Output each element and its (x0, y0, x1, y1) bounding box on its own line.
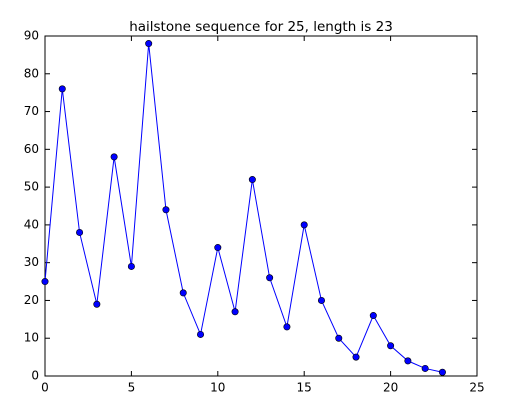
y-tick-label: 30 (24, 255, 39, 269)
data-point (369, 312, 377, 320)
data-point (127, 262, 135, 270)
data-point (145, 40, 153, 48)
plot-area (44, 35, 478, 377)
data-point (438, 368, 446, 376)
data-point (283, 323, 291, 331)
data-point (335, 334, 343, 342)
y-tick-label: 70 (24, 104, 39, 118)
data-point (352, 353, 360, 361)
y-tick-label: 60 (24, 142, 39, 156)
data-point (93, 300, 101, 308)
x-tick-label: 15 (297, 381, 312, 395)
data-point (162, 206, 170, 214)
data-point (300, 221, 308, 229)
x-tick-label: 20 (383, 381, 398, 395)
chart-title: hailstone sequence for 25, length is 23 (129, 19, 393, 35)
data-point (231, 308, 239, 316)
data-point (214, 244, 222, 252)
data-point (58, 85, 66, 93)
data-point (76, 228, 84, 236)
y-tick-label: 80 (24, 66, 39, 80)
y-tick-label: 0 (31, 369, 39, 383)
series-line (44, 43, 443, 373)
data-point (266, 274, 274, 282)
data-point (197, 330, 205, 338)
x-tick-label: 0 (41, 381, 49, 395)
data-point (110, 153, 118, 161)
y-tick-label: 10 (24, 331, 39, 345)
data-point (404, 357, 412, 365)
y-tick-label: 40 (24, 217, 39, 231)
data-point (179, 289, 187, 297)
x-tick-label: 25 (469, 381, 484, 395)
data-point (248, 176, 256, 184)
x-tick-label: 5 (128, 381, 136, 395)
data-point (317, 296, 325, 304)
data-point (421, 364, 429, 372)
y-tick-label: 90 (24, 29, 39, 43)
x-tick-label: 10 (210, 381, 225, 395)
y-tick-label: 50 (24, 180, 39, 194)
y-tick-label: 20 (24, 293, 39, 307)
data-point (387, 342, 395, 350)
data-point (41, 278, 49, 286)
